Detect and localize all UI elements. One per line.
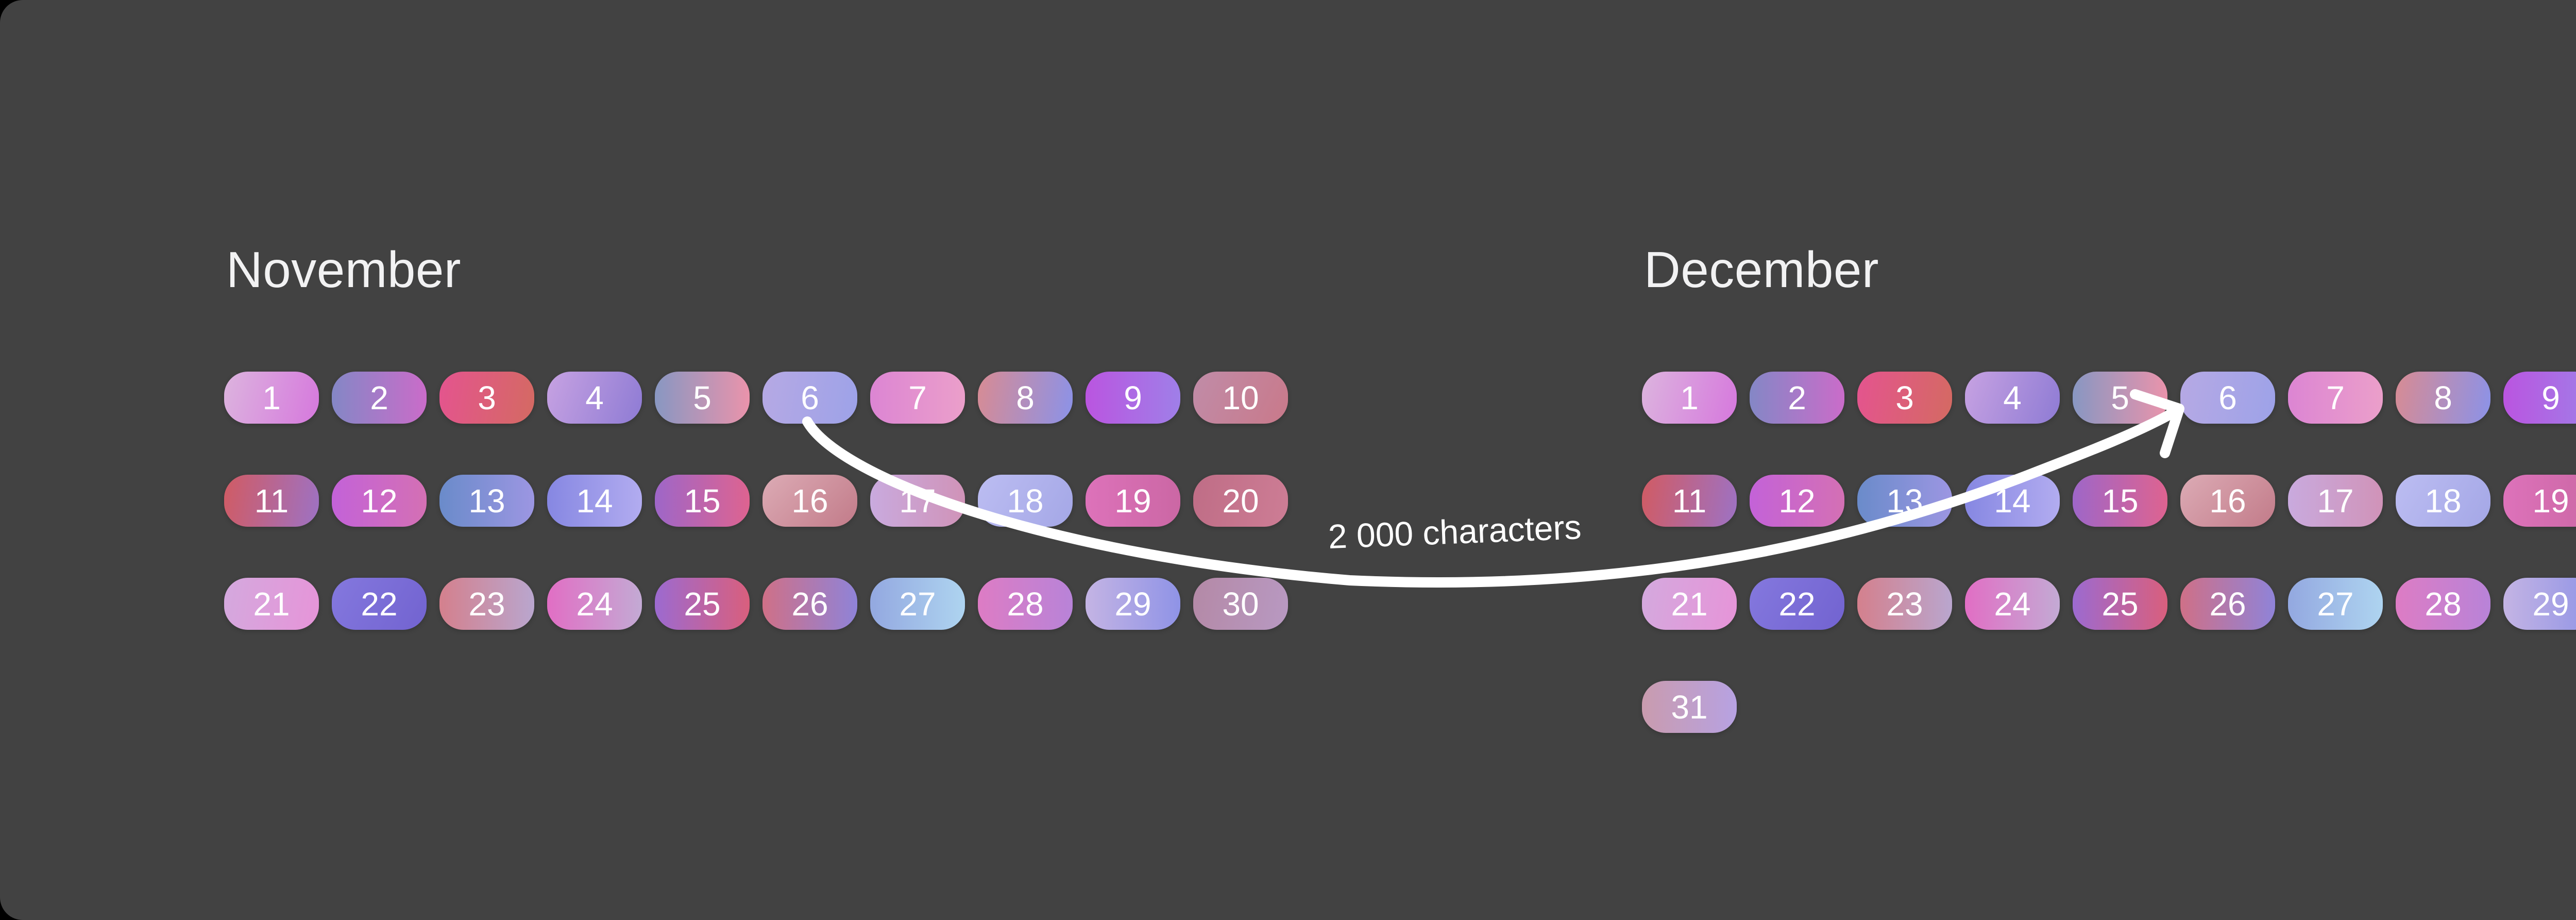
day-pill-december-23[interactable]: 23 <box>1857 578 1952 630</box>
day-pill-november-26[interactable]: 26 <box>762 578 857 630</box>
day-pill-november-3[interactable]: 3 <box>439 372 534 424</box>
day-pill-november-14[interactable]: 14 <box>547 475 642 527</box>
day-pill-november-2[interactable]: 2 <box>332 372 427 424</box>
day-pill-november-6[interactable]: 6 <box>762 372 857 424</box>
day-pill-december-24[interactable]: 24 <box>1965 578 2060 630</box>
day-pill-december-3[interactable]: 3 <box>1857 372 1952 424</box>
day-pill-november-10[interactable]: 10 <box>1193 372 1288 424</box>
day-pill-december-22[interactable]: 22 <box>1750 578 1844 630</box>
day-pill-december-29[interactable]: 29 <box>2503 578 2576 630</box>
day-pill-november-21[interactable]: 21 <box>224 578 319 630</box>
day-pill-december-5[interactable]: 5 <box>2073 372 2167 424</box>
day-pill-november-1[interactable]: 1 <box>224 372 319 424</box>
day-pill-november-25[interactable]: 25 <box>655 578 750 630</box>
day-pill-december-26[interactable]: 26 <box>2180 578 2275 630</box>
day-pill-november-15[interactable]: 15 <box>655 475 750 527</box>
day-pill-november-5[interactable]: 5 <box>655 372 750 424</box>
month-title-november: November <box>226 241 462 298</box>
day-grid-november: 1 2 3 4 5 6 7 8 9 10 11 12 13 14 15 16 17 18 19 20 21 22 23 24 2… <box>224 372 1289 630</box>
day-pill-november-27[interactable]: 27 <box>870 578 965 630</box>
day-pill-december-11[interactable]: 11 <box>1642 475 1737 527</box>
day-pill-december-17[interactable]: 17 <box>2288 475 2383 527</box>
day-pill-december-4[interactable]: 4 <box>1965 372 2060 424</box>
day-pill-november-8[interactable]: 8 <box>978 372 1073 424</box>
day-pill-november-17[interactable]: 17 <box>870 475 965 527</box>
arrow-annotation-label: 2 000 characters <box>1327 508 1582 556</box>
day-pill-november-18[interactable]: 18 <box>978 475 1073 527</box>
day-pill-december-16[interactable]: 16 <box>2180 475 2275 527</box>
day-pill-november-22[interactable]: 22 <box>332 578 427 630</box>
day-pill-december-9[interactable]: 9 <box>2503 372 2576 424</box>
day-pill-december-6[interactable]: 6 <box>2180 372 2275 424</box>
day-pill-december-25[interactable]: 25 <box>2073 578 2167 630</box>
day-grid-december: 1234567891011121314151617181920212223242… <box>1642 372 2576 733</box>
day-pill-december-15[interactable]: 15 <box>2073 475 2167 527</box>
day-pill-november-30[interactable]: 30 <box>1193 578 1288 630</box>
day-pill-november-28[interactable]: 28 <box>978 578 1073 630</box>
month-title-december: December <box>1644 241 1879 298</box>
day-pill-december-13[interactable]: 13 <box>1857 475 1952 527</box>
day-pill-december-18[interactable]: 18 <box>2396 475 2490 527</box>
day-pill-november-12[interactable]: 12 <box>332 475 427 527</box>
day-pill-november-19[interactable]: 19 <box>1086 475 1180 527</box>
day-pill-december-14[interactable]: 14 <box>1965 475 2060 527</box>
day-pill-december-28[interactable]: 28 <box>2396 578 2490 630</box>
day-pill-december-31[interactable]: 31 <box>1642 681 1737 733</box>
day-pill-december-8[interactable]: 8 <box>2396 372 2490 424</box>
day-pill-december-2[interactable]: 2 <box>1750 372 1844 424</box>
day-pill-november-23[interactable]: 23 <box>439 578 534 630</box>
day-pill-december-21[interactable]: 21 <box>1642 578 1737 630</box>
day-pill-november-11[interactable]: 11 <box>224 475 319 527</box>
day-pill-november-13[interactable]: 13 <box>439 475 534 527</box>
day-pill-december-1[interactable]: 1 <box>1642 372 1737 424</box>
day-pill-november-9[interactable]: 9 <box>1086 372 1180 424</box>
day-pill-december-12[interactable]: 12 <box>1750 475 1844 527</box>
day-pill-december-27[interactable]: 27 <box>2288 578 2383 630</box>
day-pill-november-29[interactable]: 29 <box>1086 578 1180 630</box>
day-pill-november-20[interactable]: 20 <box>1193 475 1288 527</box>
day-pill-november-16[interactable]: 16 <box>762 475 857 527</box>
day-pill-december-19[interactable]: 19 <box>2503 475 2576 527</box>
day-pill-november-7[interactable]: 7 <box>870 372 965 424</box>
day-pill-december-7[interactable]: 7 <box>2288 372 2383 424</box>
day-pill-november-4[interactable]: 4 <box>547 372 642 424</box>
day-pill-november-24[interactable]: 24 <box>547 578 642 630</box>
